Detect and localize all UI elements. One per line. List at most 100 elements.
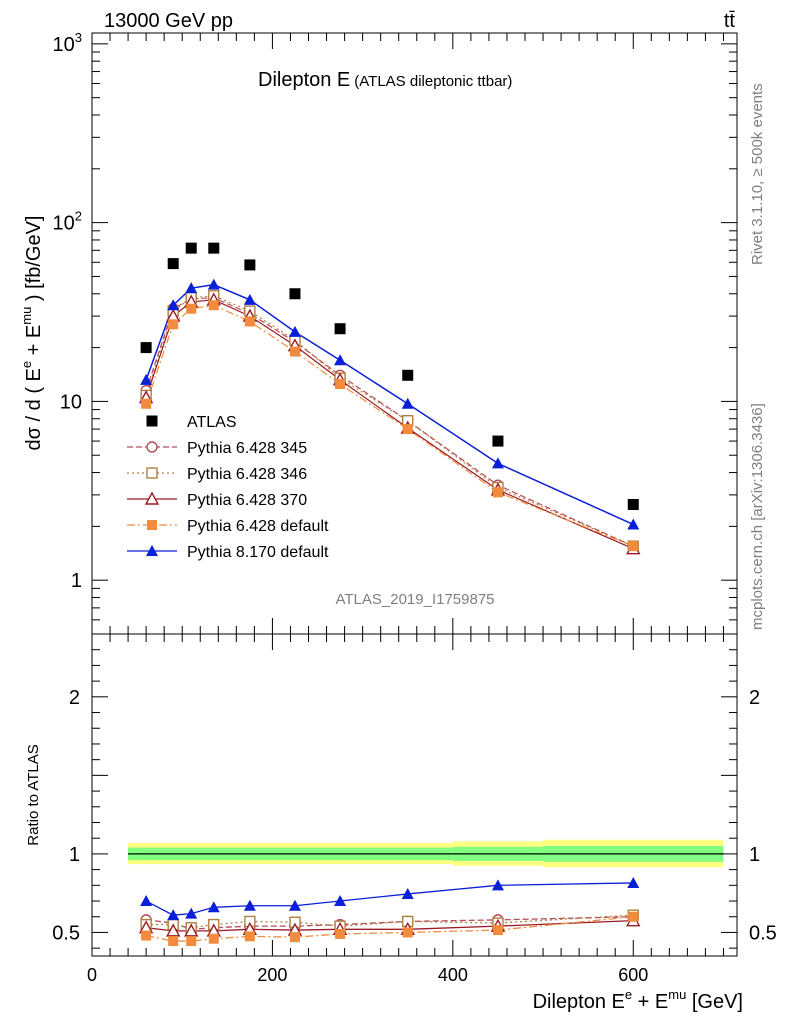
process-label: tt̄ — [724, 10, 736, 32]
ratio-data-point — [627, 876, 640, 888]
data-point — [243, 293, 256, 305]
data-point — [334, 323, 346, 335]
data-point — [491, 457, 504, 469]
data-point — [185, 282, 198, 294]
analysis-id: ATLAS_2019_I1759875 — [335, 591, 494, 608]
data-point — [627, 518, 640, 530]
ratio-data-point — [185, 907, 198, 919]
ratio-series-line — [146, 920, 634, 932]
ratio-data-point — [335, 929, 346, 940]
legend-label: ATLAS — [187, 414, 237, 431]
ratio-y-tick-label: 1 — [69, 844, 80, 866]
ratio-data-point — [289, 932, 300, 943]
ratio-data-point — [288, 899, 301, 911]
ratio-y-tick-label-right: 1 — [749, 844, 760, 866]
legend-label: Pythia 8.170 default — [187, 544, 329, 561]
ratio-y-tick-label: 2 — [69, 687, 80, 709]
ratio-data-point — [166, 923, 181, 937]
data-point — [402, 424, 413, 435]
ratio-data-point — [168, 936, 179, 947]
ratio-data-point — [401, 887, 414, 899]
ratio-data-point — [140, 895, 153, 907]
main-y-tick-label: 10 — [60, 391, 82, 413]
ratio-panel-frame — [91, 633, 738, 957]
series-line — [145, 283, 634, 526]
axis-ticks: 0 200 400 600 1 10 102 103 0.5 0.5 1 1 2 2 — [52, 30, 777, 985]
data-point — [244, 316, 255, 327]
main-y-tick-label: 1 — [71, 570, 82, 592]
series-line — [145, 304, 634, 547]
ratio-series-line — [146, 914, 634, 929]
data-point — [628, 541, 639, 552]
ratio-y-tick-label: 0.5 — [52, 922, 80, 944]
ratio-series-line — [145, 882, 634, 916]
mcplots-label: mcplots.cern.ch [arXiv:1306.3436] — [749, 403, 766, 630]
data-point — [402, 369, 414, 381]
legend: ATLAS Pythia 6.428 345 Pythia 6.428 346 Pyt… — [127, 414, 329, 561]
x-axis-label: Dilepton Ee + Emu [GeV] — [533, 987, 743, 1013]
data-point — [207, 278, 220, 290]
ratio-data-point — [208, 933, 219, 944]
chart-title-main: Dilepton E — [258, 69, 350, 91]
data-point — [334, 354, 347, 366]
main-y-axis-label: dσ / d ( Ee + Emu ) [fb/GeV] — [19, 216, 45, 451]
ratio-data-point — [244, 931, 255, 942]
data-point — [208, 242, 220, 254]
data-point — [167, 299, 180, 311]
ratio-data-point — [492, 925, 503, 936]
chart-subtitle: (ATLAS dileptonic ttbar) — [354, 73, 512, 90]
data-point — [185, 242, 197, 254]
legend-label: Pythia 6.428 346 — [187, 466, 307, 483]
data-point — [208, 300, 219, 311]
data-point — [289, 346, 300, 357]
x-tick-label: 400 — [438, 965, 468, 985]
ratio-y-axis-label: Ratio to ATLAS — [25, 744, 42, 845]
data-point — [401, 397, 414, 409]
data-point — [186, 303, 197, 314]
data-point — [335, 379, 346, 390]
series-markers — [138, 242, 641, 947]
main-y-tick-label: 103 — [53, 30, 82, 56]
ratio-data-point — [243, 899, 256, 911]
chart-title: Dilepton E (ATLAS dileptonic ttbar) — [258, 69, 512, 91]
data-point — [140, 373, 153, 385]
data-point — [288, 325, 301, 337]
energy-label: 13000 GeV pp — [104, 10, 233, 32]
data-point — [627, 499, 639, 511]
x-tick-label: 200 — [257, 965, 287, 985]
data-point — [492, 435, 504, 447]
ratio-data-point — [184, 923, 199, 937]
reference-bands — [128, 839, 724, 868]
ratio-data-point — [491, 879, 504, 891]
legend-label: Pythia 6.428 345 — [187, 440, 307, 457]
legend-marker — [146, 545, 158, 556]
ratio-y-tick-label-right: 0.5 — [749, 922, 777, 944]
legend-marker — [147, 520, 157, 530]
rivet-label: Rivet 3.1.10, ≥ 500k events — [749, 83, 766, 265]
legend-marker — [146, 467, 158, 479]
series-lines — [145, 283, 635, 942]
data-point — [141, 398, 152, 409]
ratio-data-point — [186, 936, 197, 947]
data-point — [289, 288, 301, 300]
series-line — [145, 297, 634, 547]
data-point — [492, 487, 503, 498]
legend-label: Pythia 6.428 370 — [187, 492, 307, 509]
main-y-tick-label: 102 — [53, 209, 82, 235]
x-tick-label: 0 — [87, 965, 97, 985]
data-point — [244, 259, 256, 271]
x-tick-label: 600 — [618, 965, 648, 985]
data-point — [167, 258, 179, 270]
ratio-data-point — [167, 909, 180, 921]
ratio-data-point — [628, 911, 639, 922]
legend-label: Pythia 6.428 default — [187, 518, 329, 535]
data-point — [140, 342, 152, 354]
data-point — [168, 319, 179, 330]
legend-marker — [146, 441, 158, 453]
ratio-data-point — [141, 930, 152, 941]
ratio-data-point — [207, 901, 220, 913]
series-line — [145, 295, 634, 547]
legend-marker — [146, 415, 158, 427]
ratio-y-tick-label-right: 2 — [749, 687, 760, 709]
